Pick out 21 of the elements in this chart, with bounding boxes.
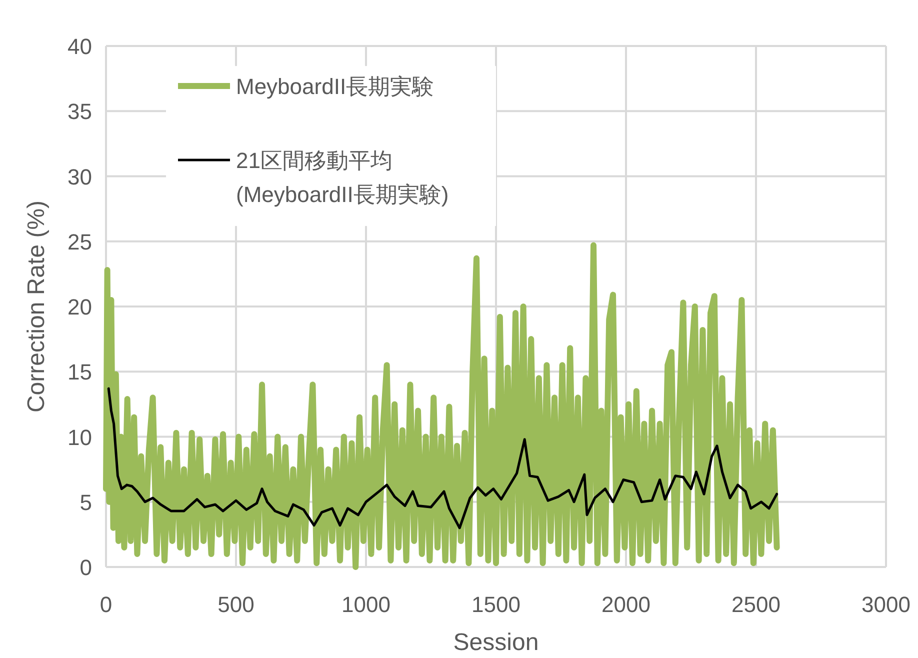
y-tick-label: 35 xyxy=(68,99,92,124)
x-tick-label: 500 xyxy=(218,592,254,617)
x-tick-label: 2500 xyxy=(732,592,780,617)
y-tick-label: 25 xyxy=(68,229,92,254)
y-tick-label: 15 xyxy=(68,360,92,385)
x-tick-label: 3000 xyxy=(862,592,910,617)
y-tick-label: 5 xyxy=(80,490,92,515)
line-series xyxy=(107,387,778,530)
x-axis-title: Session xyxy=(453,629,539,656)
y-tick-label: 0 xyxy=(80,555,92,580)
y-tick-label: 10 xyxy=(68,424,92,450)
y-tick-label: 40 xyxy=(68,34,92,59)
y-tick-label: 30 xyxy=(68,164,92,190)
legend-label: 21区間移動平均 (MeyboardII長期実験) xyxy=(236,148,449,207)
x-tick-label: 1000 xyxy=(342,592,390,617)
x-tick-label: 0 xyxy=(100,592,112,617)
y-tick-label: 20 xyxy=(68,294,92,320)
y-axis-title: Correction Rate (%) xyxy=(23,200,50,413)
legend-label: MeyboardII長期実験 xyxy=(236,74,434,99)
x-tick-label: 2000 xyxy=(602,592,650,617)
x-tick-label: 1500 xyxy=(472,592,520,617)
